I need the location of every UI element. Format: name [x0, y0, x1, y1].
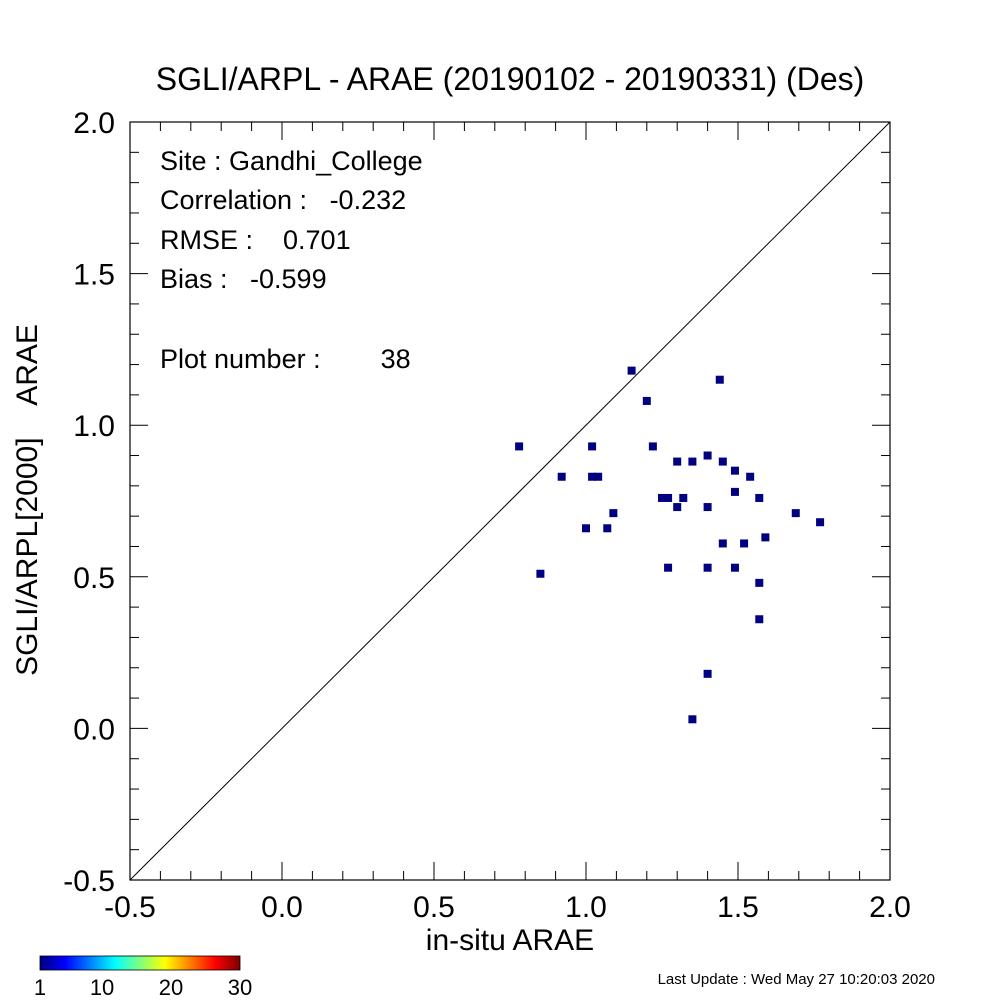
data-point — [755, 493, 764, 502]
data-point — [703, 669, 712, 678]
data-point — [594, 472, 603, 481]
data-point — [688, 457, 697, 466]
data-point — [740, 539, 749, 548]
data-point — [718, 539, 727, 548]
x-tick-label: 0.0 — [261, 891, 303, 924]
y-tick-label: -0.5 — [63, 865, 115, 898]
data-point — [557, 472, 566, 481]
data-point — [673, 503, 682, 512]
stats-plot-number: Plot number : 38 — [160, 344, 411, 374]
x-tick-label: 1.0 — [565, 891, 607, 924]
x-tick-label: -0.5 — [104, 891, 156, 924]
stats-bias: Bias : -0.599 — [160, 264, 327, 294]
data-point — [715, 375, 724, 384]
data-point — [746, 472, 755, 481]
stats-correlation: Correlation : -0.232 — [160, 185, 406, 215]
data-point — [664, 493, 673, 502]
data-point — [816, 518, 825, 527]
stats-rmse: RMSE : 0.701 — [160, 225, 351, 255]
data-point — [664, 563, 673, 572]
colorbar-label: 1 — [34, 975, 46, 1000]
y-tick-label: 2.0 — [73, 107, 115, 140]
last-update-text: Last Update : Wed May 27 10:20:03 2020 — [658, 971, 935, 988]
data-point — [648, 442, 657, 451]
colorbar-label: 20 — [159, 975, 183, 1000]
data-point — [673, 457, 682, 466]
data-point — [642, 396, 651, 405]
y-tick-label: 0.0 — [73, 713, 115, 746]
data-point — [718, 457, 727, 466]
data-point — [582, 524, 590, 533]
chart-title: SGLI/ARPL - ARAE (20190102 - 20190331) (… — [156, 61, 865, 97]
data-points — [515, 366, 825, 724]
axis-ticks — [129, 121, 891, 881]
y-axis-label: SGLI/ARPL[2000] ARAE — [11, 324, 44, 676]
data-point — [730, 487, 739, 496]
data-point — [679, 493, 688, 502]
data-point — [588, 442, 597, 451]
colorbar — [39, 955, 241, 971]
y-tick-label: 0.5 — [73, 562, 115, 595]
data-point — [703, 563, 712, 572]
data-point — [515, 442, 524, 451]
data-point — [609, 509, 618, 518]
data-point — [703, 451, 712, 460]
data-point — [730, 563, 739, 572]
data-point — [791, 509, 800, 518]
stats-box: Site : Gandhi_College Correlation : -0.2… — [160, 146, 423, 374]
data-point — [761, 533, 770, 542]
x-tick-label: 1.5 — [717, 891, 759, 924]
data-point — [755, 578, 764, 587]
data-point — [703, 503, 712, 512]
data-point — [755, 615, 764, 624]
data-point — [730, 466, 739, 475]
data-point — [603, 524, 612, 533]
x-tick-labels: -0.5 0.0 0.5 1.0 1.5 2.0 — [104, 891, 911, 924]
one-to-one-line — [129, 121, 891, 881]
colorbar-labels: 1 10 20 30 — [34, 975, 252, 1000]
data-point — [627, 366, 636, 375]
stats-site: Site : Gandhi_College — [160, 146, 423, 176]
data-point — [688, 715, 697, 724]
x-tick-label: 0.5 — [413, 891, 455, 924]
data-point — [658, 493, 666, 502]
x-axis-label: in-situ ARAE — [426, 924, 594, 957]
colorbar-label: 30 — [228, 975, 252, 1000]
y-tick-label: 1.5 — [73, 259, 115, 292]
y-tick-label: 1.0 — [73, 410, 115, 443]
x-tick-label: 2.0 — [869, 891, 911, 924]
data-point — [588, 472, 597, 481]
plot-frame — [129, 121, 891, 881]
y-tick-labels: -0.5 0.0 0.5 1.0 1.5 2.0 — [63, 107, 115, 898]
data-point — [536, 569, 545, 578]
colorbar-label: 10 — [90, 975, 114, 1000]
